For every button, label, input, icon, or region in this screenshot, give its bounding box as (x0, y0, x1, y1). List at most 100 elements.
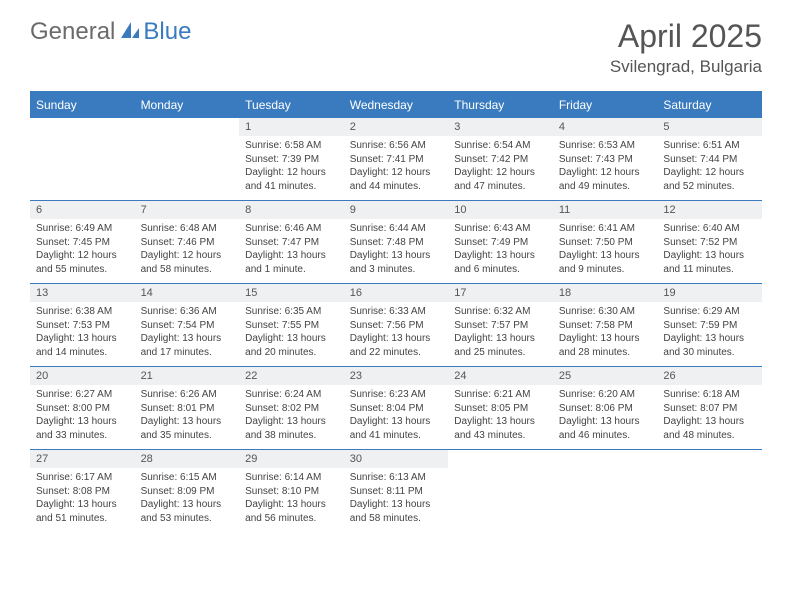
day-cell: 14Sunrise: 6:36 AMSunset: 7:54 PMDayligh… (135, 284, 240, 366)
day-cell: 21Sunrise: 6:26 AMSunset: 8:01 PMDayligh… (135, 367, 240, 449)
day-body: Sunrise: 6:35 AMSunset: 7:55 PMDaylight:… (239, 302, 344, 363)
day-cell (448, 450, 553, 532)
daylight-text: Daylight: 13 hours and 46 minutes. (559, 415, 652, 442)
sunset-text: Sunset: 7:48 PM (350, 236, 443, 250)
sunset-text: Sunset: 8:02 PM (245, 402, 338, 416)
sunrise-text: Sunrise: 6:26 AM (141, 388, 234, 402)
day-cell: 5Sunrise: 6:51 AMSunset: 7:44 PMDaylight… (657, 118, 762, 200)
sunset-text: Sunset: 8:04 PM (350, 402, 443, 416)
day-body: Sunrise: 6:21 AMSunset: 8:05 PMDaylight:… (448, 385, 553, 446)
day-header: Tuesday (239, 93, 344, 117)
day-body: Sunrise: 6:46 AMSunset: 7:47 PMDaylight:… (239, 219, 344, 280)
day-cell: 16Sunrise: 6:33 AMSunset: 7:56 PMDayligh… (344, 284, 449, 366)
daylight-text: Daylight: 12 hours and 41 minutes. (245, 166, 338, 193)
day-number: 7 (135, 201, 240, 219)
week-row: 6Sunrise: 6:49 AMSunset: 7:45 PMDaylight… (30, 200, 762, 283)
day-body: Sunrise: 6:18 AMSunset: 8:07 PMDaylight:… (657, 385, 762, 446)
week-row: 13Sunrise: 6:38 AMSunset: 7:53 PMDayligh… (30, 283, 762, 366)
sunrise-text: Sunrise: 6:43 AM (454, 222, 547, 236)
sunset-text: Sunset: 7:41 PM (350, 153, 443, 167)
day-body: Sunrise: 6:49 AMSunset: 7:45 PMDaylight:… (30, 219, 135, 280)
daylight-text: Daylight: 13 hours and 48 minutes. (663, 415, 756, 442)
day-cell: 30Sunrise: 6:13 AMSunset: 8:11 PMDayligh… (344, 450, 449, 532)
weeks-container: 1Sunrise: 6:58 AMSunset: 7:39 PMDaylight… (30, 117, 762, 532)
day-number: 26 (657, 367, 762, 385)
day-cell: 1Sunrise: 6:58 AMSunset: 7:39 PMDaylight… (239, 118, 344, 200)
day-cell: 22Sunrise: 6:24 AMSunset: 8:02 PMDayligh… (239, 367, 344, 449)
day-cell: 25Sunrise: 6:20 AMSunset: 8:06 PMDayligh… (553, 367, 658, 449)
sunset-text: Sunset: 7:42 PM (454, 153, 547, 167)
calendar: Sunday Monday Tuesday Wednesday Thursday… (30, 91, 762, 532)
daylight-text: Daylight: 13 hours and 33 minutes. (36, 415, 129, 442)
day-body: Sunrise: 6:29 AMSunset: 7:59 PMDaylight:… (657, 302, 762, 363)
sunrise-text: Sunrise: 6:32 AM (454, 305, 547, 319)
day-cell: 28Sunrise: 6:15 AMSunset: 8:09 PMDayligh… (135, 450, 240, 532)
sunset-text: Sunset: 7:50 PM (559, 236, 652, 250)
sunrise-text: Sunrise: 6:36 AM (141, 305, 234, 319)
day-body: Sunrise: 6:40 AMSunset: 7:52 PMDaylight:… (657, 219, 762, 280)
week-row: 20Sunrise: 6:27 AMSunset: 8:00 PMDayligh… (30, 366, 762, 449)
sunrise-text: Sunrise: 6:44 AM (350, 222, 443, 236)
page-subtitle: Svilengrad, Bulgaria (610, 57, 762, 77)
day-cell: 8Sunrise: 6:46 AMSunset: 7:47 PMDaylight… (239, 201, 344, 283)
sunrise-text: Sunrise: 6:29 AM (663, 305, 756, 319)
day-header: Friday (553, 93, 658, 117)
day-number: 5 (657, 118, 762, 136)
day-number: 3 (448, 118, 553, 136)
day-number: 6 (30, 201, 135, 219)
day-cell: 10Sunrise: 6:43 AMSunset: 7:49 PMDayligh… (448, 201, 553, 283)
daylight-text: Daylight: 12 hours and 58 minutes. (141, 249, 234, 276)
day-number: 13 (30, 284, 135, 302)
day-number: 18 (553, 284, 658, 302)
day-cell: 17Sunrise: 6:32 AMSunset: 7:57 PMDayligh… (448, 284, 553, 366)
sunset-text: Sunset: 8:06 PM (559, 402, 652, 416)
sunset-text: Sunset: 7:52 PM (663, 236, 756, 250)
sunrise-text: Sunrise: 6:21 AM (454, 388, 547, 402)
daylight-text: Daylight: 13 hours and 9 minutes. (559, 249, 652, 276)
sunset-text: Sunset: 7:47 PM (245, 236, 338, 250)
title-block: April 2025 Svilengrad, Bulgaria (610, 18, 762, 77)
sunset-text: Sunset: 7:53 PM (36, 319, 129, 333)
day-cell (657, 450, 762, 532)
sunrise-text: Sunrise: 6:40 AM (663, 222, 756, 236)
header: General Blue April 2025 Svilengrad, Bulg… (0, 0, 792, 85)
sunset-text: Sunset: 8:09 PM (141, 485, 234, 499)
day-cell: 15Sunrise: 6:35 AMSunset: 7:55 PMDayligh… (239, 284, 344, 366)
day-cell: 11Sunrise: 6:41 AMSunset: 7:50 PMDayligh… (553, 201, 658, 283)
day-number: 28 (135, 450, 240, 468)
sunrise-text: Sunrise: 6:15 AM (141, 471, 234, 485)
day-number: 23 (344, 367, 449, 385)
sunset-text: Sunset: 7:49 PM (454, 236, 547, 250)
week-row: 1Sunrise: 6:58 AMSunset: 7:39 PMDaylight… (30, 117, 762, 200)
day-body: Sunrise: 6:54 AMSunset: 7:42 PMDaylight:… (448, 136, 553, 197)
sunrise-text: Sunrise: 6:53 AM (559, 139, 652, 153)
day-cell: 12Sunrise: 6:40 AMSunset: 7:52 PMDayligh… (657, 201, 762, 283)
day-header: Sunday (30, 93, 135, 117)
page-title: April 2025 (610, 18, 762, 55)
sunset-text: Sunset: 8:05 PM (454, 402, 547, 416)
daylight-text: Daylight: 13 hours and 53 minutes. (141, 498, 234, 525)
day-header: Saturday (657, 93, 762, 117)
day-number: 29 (239, 450, 344, 468)
daylight-text: Daylight: 12 hours and 52 minutes. (663, 166, 756, 193)
sunset-text: Sunset: 7:46 PM (141, 236, 234, 250)
sunrise-text: Sunrise: 6:49 AM (36, 222, 129, 236)
daylight-text: Daylight: 13 hours and 35 minutes. (141, 415, 234, 442)
week-row: 27Sunrise: 6:17 AMSunset: 8:08 PMDayligh… (30, 449, 762, 532)
sunset-text: Sunset: 8:11 PM (350, 485, 443, 499)
sunset-text: Sunset: 7:59 PM (663, 319, 756, 333)
day-body: Sunrise: 6:13 AMSunset: 8:11 PMDaylight:… (344, 468, 449, 529)
day-number: 8 (239, 201, 344, 219)
day-number: 10 (448, 201, 553, 219)
day-cell: 3Sunrise: 6:54 AMSunset: 7:42 PMDaylight… (448, 118, 553, 200)
day-number: 17 (448, 284, 553, 302)
day-cell: 19Sunrise: 6:29 AMSunset: 7:59 PMDayligh… (657, 284, 762, 366)
day-body: Sunrise: 6:15 AMSunset: 8:09 PMDaylight:… (135, 468, 240, 529)
sunrise-text: Sunrise: 6:33 AM (350, 305, 443, 319)
day-number: 22 (239, 367, 344, 385)
day-body: Sunrise: 6:41 AMSunset: 7:50 PMDaylight:… (553, 219, 658, 280)
day-body: Sunrise: 6:51 AMSunset: 7:44 PMDaylight:… (657, 136, 762, 197)
sunset-text: Sunset: 7:57 PM (454, 319, 547, 333)
day-number: 20 (30, 367, 135, 385)
sunset-text: Sunset: 7:43 PM (559, 153, 652, 167)
